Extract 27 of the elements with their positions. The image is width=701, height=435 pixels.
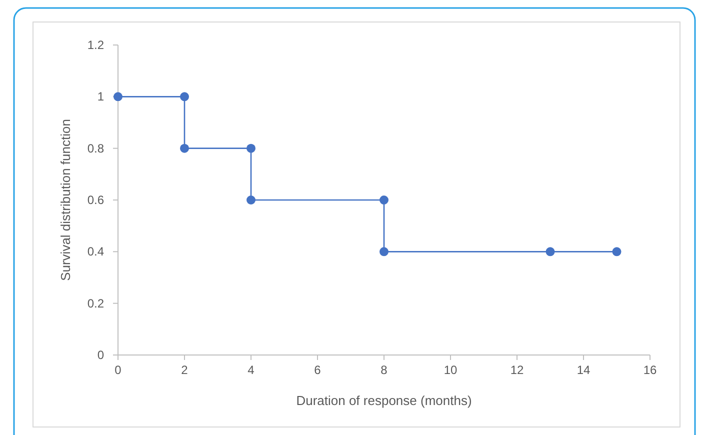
- x-axis-title: Duration of response (months): [296, 393, 472, 408]
- y-tick-label: 0.8: [87, 141, 104, 156]
- y-tick-label: 1.2: [87, 38, 104, 52]
- y-tick-label: 0.6: [87, 193, 104, 207]
- x-tick-label: 14: [576, 363, 590, 377]
- point: [380, 196, 388, 204]
- x-tick-label: 8: [380, 363, 388, 377]
- x-tick-label: 0: [114, 363, 122, 377]
- point: [612, 247, 622, 256]
- y-axis-title: Survival distribution function: [58, 119, 73, 281]
- y-tick-label: 0.4: [87, 244, 104, 259]
- point: [246, 196, 256, 204]
- y-tick-label: 0: [97, 348, 104, 362]
- x-tick-label: 4: [248, 363, 255, 377]
- x-tick-label: 6: [314, 363, 322, 377]
- point: [114, 92, 122, 102]
- y-tick-label: 1: [97, 90, 104, 104]
- point: [546, 247, 555, 256]
- x-tick-label: 12: [510, 363, 524, 377]
- x-tick-label: 16: [643, 363, 657, 377]
- point: [180, 92, 189, 102]
- point: [380, 247, 388, 256]
- point: [246, 144, 256, 153]
- y-tick-label: 0.2: [87, 296, 104, 310]
- x-tick-label: 2: [181, 363, 188, 377]
- point: [180, 144, 189, 153]
- x-tick-label: 10: [444, 363, 458, 377]
